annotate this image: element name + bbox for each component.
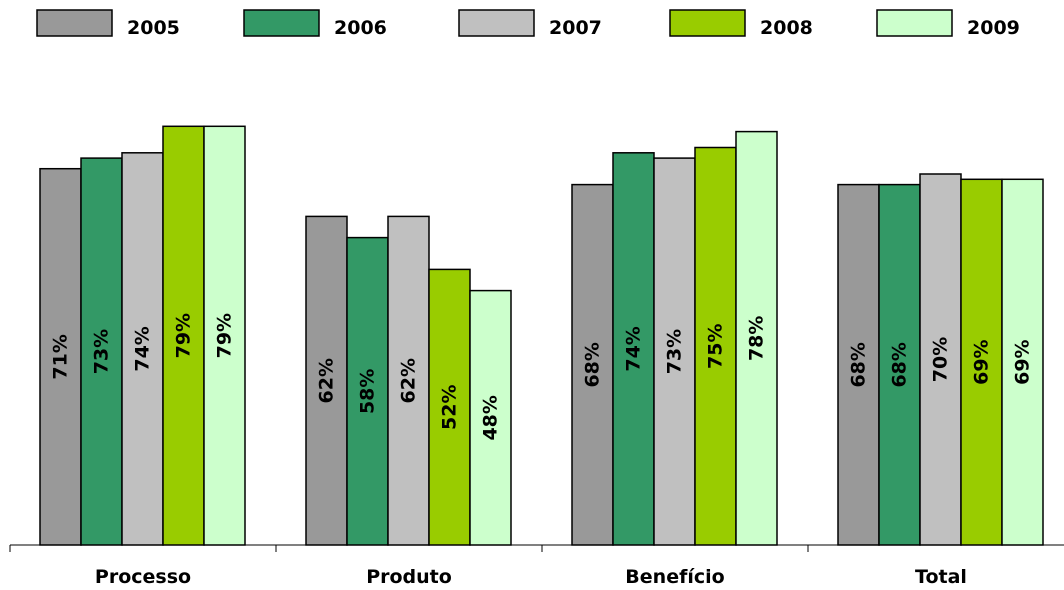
data-label-processo-2006: 73% — [91, 329, 113, 374]
legend-swatch-2005 — [36, 9, 113, 37]
legend: 2005 2006 2007 2008 2009 — [36, 9, 1020, 39]
data-label-benefício-2006: 74% — [623, 326, 645, 371]
bar-total-2006 — [878, 183, 921, 546]
bar-total-2005 — [837, 183, 880, 546]
legend-swatch-2009 — [876, 9, 953, 37]
data-label-benefício-2009: 78% — [746, 316, 768, 361]
bar-produto-2005 — [305, 215, 348, 546]
bar-benefício-2008 — [694, 146, 737, 546]
bar-processo-2005 — [39, 167, 82, 546]
data-label-benefício-2005: 68% — [582, 342, 604, 387]
data-label-total-2009: 69% — [1012, 339, 1034, 384]
data-label-total-2007: 70% — [930, 337, 952, 382]
x-axis: Processo Produto Benefício Total — [9, 544, 1064, 588]
data-label-benefício-2008: 75% — [705, 324, 727, 369]
data-label-produto-2007: 62% — [398, 358, 420, 403]
legend-label-2006: 2006 — [334, 17, 387, 39]
x-tick-label-benefício: Benefício — [625, 566, 724, 588]
data-label-produto-2005: 62% — [316, 358, 338, 403]
data-label-total-2008: 69% — [971, 339, 993, 384]
data-label-produto-2009: 48% — [480, 395, 502, 440]
bar-benefício-2006 — [612, 152, 655, 546]
bar-total-2009 — [1001, 178, 1044, 546]
bar-total-2008 — [960, 178, 1003, 546]
bar-total-2007 — [919, 173, 962, 546]
legend-label-2005: 2005 — [127, 17, 180, 39]
legend-swatch-2007 — [458, 9, 535, 37]
data-label-total-2005: 68% — [848, 342, 870, 387]
bar-processo-2007 — [121, 152, 164, 546]
data-label-benefício-2007: 73% — [664, 329, 686, 374]
legend-label-2007: 2007 — [549, 17, 602, 39]
bar-produto-2007 — [387, 215, 430, 546]
x-tick-label-produto: Produto — [366, 566, 452, 588]
data-label-processo-2005: 71% — [50, 334, 72, 379]
data-label-processo-2009: 79% — [214, 313, 236, 358]
legend-label-2008: 2008 — [760, 17, 813, 39]
legend-swatch-2006 — [243, 9, 320, 37]
x-tick-label-total: Total — [915, 566, 967, 588]
data-label-produto-2008: 52% — [439, 384, 461, 429]
legend-swatch-2008 — [669, 9, 746, 37]
data-label-processo-2007: 74% — [132, 326, 154, 371]
bar-produto-2009 — [469, 289, 512, 546]
data-label-processo-2008: 79% — [173, 313, 195, 358]
data-label-produto-2006: 58% — [357, 369, 379, 414]
x-tick-label-processo: Processo — [95, 566, 191, 588]
bars: 71% 73% 74% 79% 79% 62% 58% 62% 52% 48% 68% 74% 73% 7… — [39, 125, 1044, 546]
data-label-total-2006: 68% — [889, 342, 911, 387]
legend-label-2009: 2009 — [967, 17, 1020, 39]
bar-processo-2006 — [80, 157, 123, 546]
